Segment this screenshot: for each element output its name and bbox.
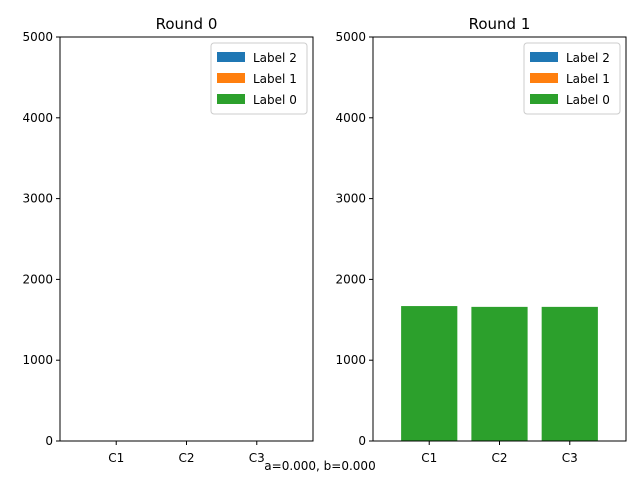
legend-label: Label 1 (253, 72, 297, 86)
y-tick-label: 4000 (335, 111, 366, 125)
y-tick-label: 1000 (335, 353, 366, 367)
legend-swatch (530, 94, 558, 104)
x-tick-label: C1 (108, 451, 124, 465)
legend-swatch (217, 52, 245, 62)
y-tick-label: 5000 (335, 30, 366, 44)
footer-text: a=0.000, b=0.000 (264, 459, 375, 473)
y-tick-label: 0 (45, 434, 53, 448)
chart-panel-1: 0 1000 2000 3000 4000 5000 C1 C2 C3 Round 1 Label … (335, 15, 627, 465)
bar-C2-label-0 (471, 306, 528, 441)
y-tick-label: 2000 (335, 272, 366, 286)
y-tick-label: 2000 (22, 272, 53, 286)
chart-panel-0: 0 1000 2000 3000 4000 5000 C1 C2 C3 Round 0 Label … (22, 15, 314, 465)
x-tick-label: C1 (421, 451, 437, 465)
bar-C1-label-0 (401, 306, 458, 441)
x-tick-label: C2 (491, 451, 507, 465)
y-tick-label: 0 (358, 434, 366, 448)
legend-label: Label 2 (566, 51, 610, 65)
y-tick-label: 5000 (22, 30, 53, 44)
bar-C3-label-0 (541, 306, 598, 441)
x-tick-label: C2 (178, 451, 194, 465)
legend-swatch (530, 73, 558, 83)
y-tick-label: 1000 (22, 353, 53, 367)
legend-label: Label 0 (566, 93, 610, 107)
legend-label: Label 2 (253, 51, 297, 65)
legend-swatch (217, 94, 245, 104)
legend-label: Label 0 (253, 93, 297, 107)
chart-title: Round 1 (469, 15, 531, 33)
x-tick-label: C3 (249, 451, 265, 465)
x-tick-label: C3 (562, 451, 578, 465)
legend-swatch (217, 73, 245, 83)
legend-swatch (530, 52, 558, 62)
y-tick-label: 3000 (22, 192, 53, 206)
legend-label: Label 1 (566, 72, 610, 86)
y-tick-label: 4000 (22, 111, 53, 125)
chart-title: Round 0 (156, 15, 218, 33)
y-tick-label: 3000 (335, 192, 366, 206)
